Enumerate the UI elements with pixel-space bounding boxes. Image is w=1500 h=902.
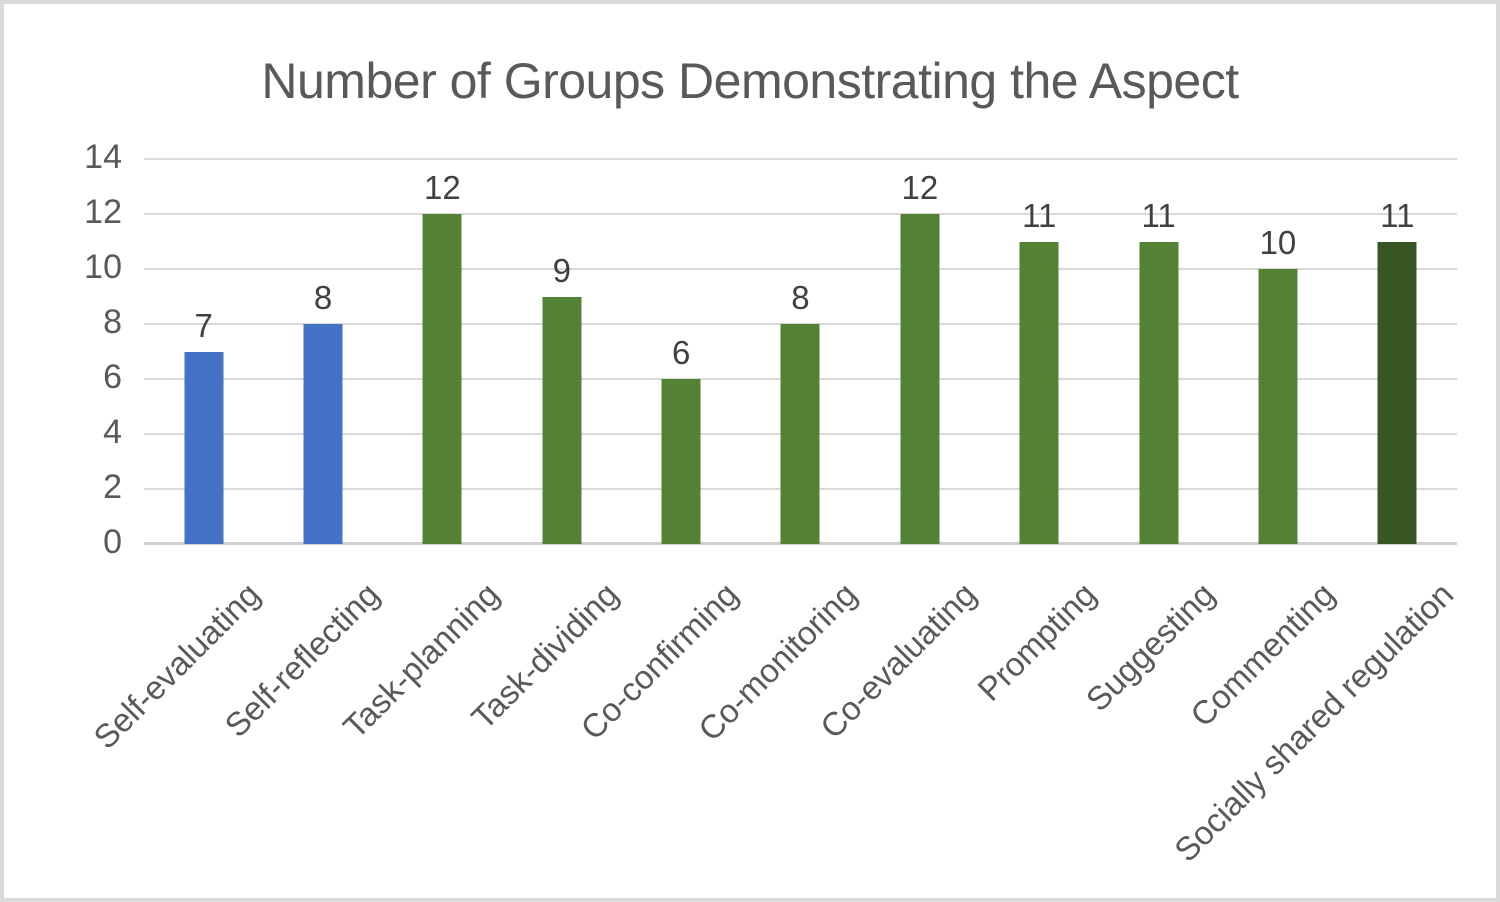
y-tick-label: 10 [84,248,122,286]
bar-value-label: 9 [552,251,571,289]
bar-value-label: 10 [1259,224,1297,261]
bar-slot: 11 [1099,159,1218,544]
bar [1139,241,1179,544]
y-tick-label: 14 [84,138,122,176]
bar-slot: 11 [980,159,1099,544]
bar-slot: 11 [1338,159,1457,544]
bar-value-label: 8 [313,279,333,316]
plot-area: 0 2 4 6 8 10 12 14 7 8 12 9 6 8 12 11 11 10 11 [84,140,1457,559]
x-axis-label-area: Self-evaluating Self-reflecting Task-plann… [87,544,1461,898]
bar-slot: 9 [502,159,621,544]
bar-value-label: 12 [424,169,461,206]
bar-slot: 12 [860,159,979,544]
bar [780,324,820,544]
gridline [144,268,1457,270]
bar [1258,269,1298,544]
y-tick-label: 12 [84,193,122,231]
bar-value-label: 11 [1141,196,1176,234]
bar [661,379,701,544]
bar-slot: 6 [621,159,740,544]
y-tick-label: 8 [103,303,122,341]
bar [1377,241,1417,544]
y-tick-label: 0 [103,523,122,561]
bar [1019,241,1059,544]
bar [303,324,343,544]
bar [900,214,940,544]
y-tick-label: 2 [103,468,122,506]
bar [542,296,582,544]
bar-slot: 8 [263,159,382,544]
y-tick-label: 6 [103,358,122,396]
bar-value-label: 11 [1022,196,1057,234]
bar [422,214,462,544]
bar-slot: 12 [383,159,502,544]
bar-value-label: 11 [1380,196,1415,234]
bar-slot: 7 [144,159,263,544]
bar-value-label: 8 [791,279,810,316]
bar-value-label: 7 [194,306,213,344]
chart-title: Number of Groups Demonstrating the Aspec… [261,53,1239,109]
gridline [144,158,1457,160]
bar-slot: 8 [741,159,860,544]
y-tick-label: 4 [103,413,122,451]
bar [184,351,224,544]
bar-value-label: 6 [671,334,691,371]
gridline [144,213,1457,215]
bar-slot: 10 [1218,159,1337,544]
bar-value-label: 12 [901,169,939,206]
